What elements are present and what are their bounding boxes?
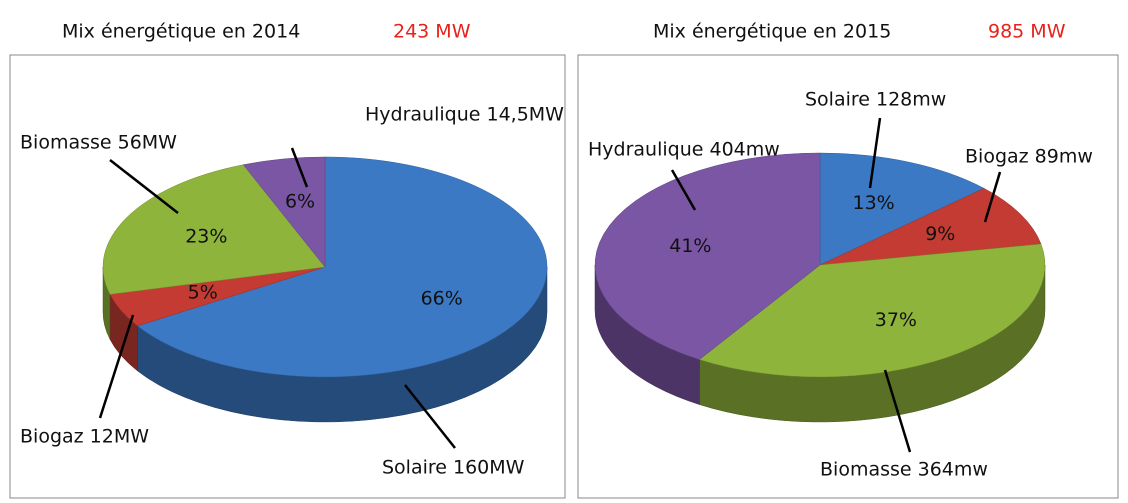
chart-title: Mix énergétique en 2015 <box>653 21 891 43</box>
slice-label: Solaire 128mw <box>805 89 946 111</box>
slice <box>819 188 1042 266</box>
leader-line <box>868 117 882 189</box>
data-label: 66% <box>421 287 463 309</box>
slice-label: Hydraulique 14,5MW <box>365 104 564 126</box>
data-label: 6% <box>285 191 315 213</box>
slice <box>698 243 1046 378</box>
slice <box>594 152 821 360</box>
leader-line <box>404 384 456 449</box>
data-label: 37% <box>875 309 917 331</box>
leader-line <box>98 314 135 419</box>
chart-subtitle: 985 MW <box>988 21 1066 43</box>
slice-label: Biogaz 89mw <box>965 146 1093 168</box>
slice-label: Biomasse 364mw <box>820 459 988 481</box>
slice <box>137 156 548 378</box>
slice <box>242 156 326 268</box>
data-label: 23% <box>185 226 227 248</box>
leader-line <box>290 147 309 188</box>
slice-label: Biogaz 12MW <box>20 426 149 448</box>
leader-line <box>670 169 697 211</box>
data-label: 41% <box>669 235 711 257</box>
leader-line <box>109 159 179 214</box>
slice-label: Solaire 160MW <box>382 457 525 479</box>
data-label: 5% <box>188 282 218 304</box>
slice-label: Biomasse 56MW <box>20 132 177 154</box>
chart-subtitle: 243 MW <box>393 21 471 43</box>
slice <box>819 152 985 266</box>
slice-label: Hydraulique 404mw <box>588 139 780 161</box>
leader-line <box>883 369 912 453</box>
data-label: 13% <box>852 192 894 214</box>
data-label: 9% <box>925 223 955 245</box>
leader-line <box>983 171 1002 223</box>
chart-title: Mix énergétique en 2014 <box>62 21 300 43</box>
